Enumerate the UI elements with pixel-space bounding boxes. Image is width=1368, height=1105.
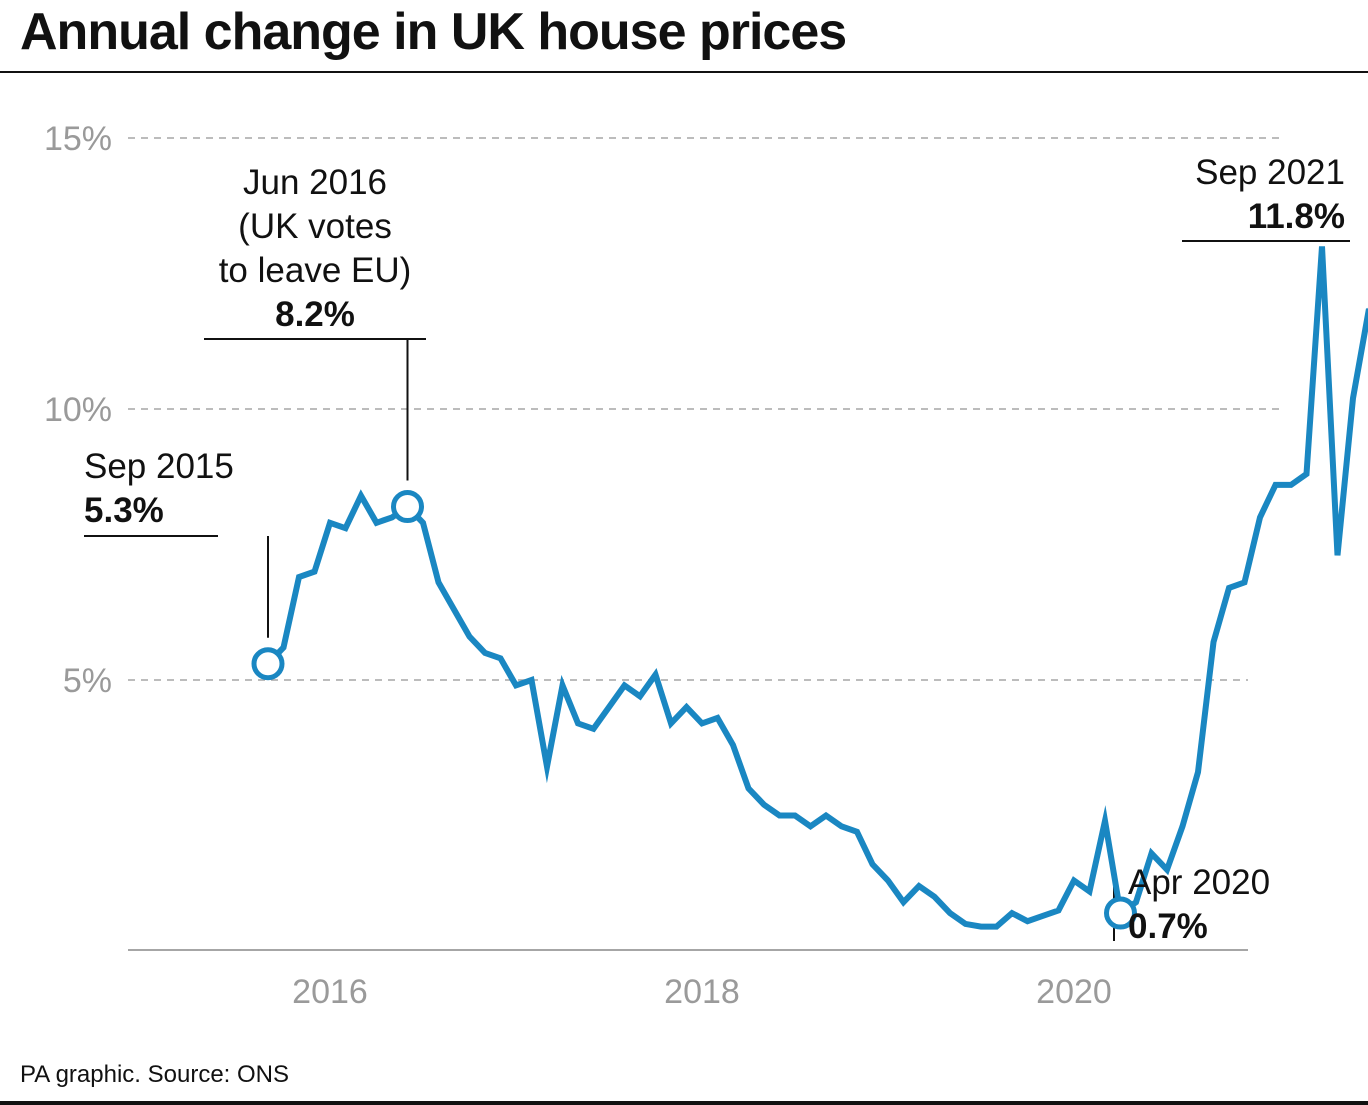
annotation-leaders — [84, 240, 1350, 941]
annotation-apr-2020-date: Apr 2020 — [1128, 863, 1270, 902]
annotation-apr-2020-value: 0.7% — [1128, 907, 1208, 946]
x-tick-label: 2016 — [292, 973, 368, 1011]
series-line — [265, 246, 1368, 930]
marker-apr-2020 — [1104, 896, 1137, 930]
x-tick-label: 2018 — [664, 973, 740, 1011]
line-chart: 5% 10% 15% 2016 2018 2020 Sep 2015 5.3% Jun 2… — [44, 120, 1368, 1011]
annotation-sep-2021-date: Sep 2021 — [1195, 153, 1345, 192]
annotation-jun-2016-note-1: (UK votes — [238, 207, 392, 246]
y-tick-label: 5% — [63, 662, 112, 700]
marker-sep-2015 — [251, 647, 285, 681]
annotation-jun-2016-note-2: to leave EU) — [219, 251, 412, 290]
annotation-sep-2015-value: 5.3% — [84, 491, 164, 530]
annotation-jun-2016-value: 8.2% — [275, 295, 355, 334]
bottom-divider — [0, 1101, 1368, 1105]
annotation-markers — [251, 307, 1368, 930]
marker-jun-2016 — [391, 490, 424, 524]
series-line-layer — [265, 246, 1368, 930]
gridlines — [128, 137, 1282, 951]
y-tick-label: 15% — [44, 120, 112, 158]
y-tick-label: 10% — [44, 391, 112, 429]
x-tick-label: 2020 — [1036, 973, 1112, 1011]
source-credit: PA graphic. Source: ONS — [20, 1061, 290, 1088]
annotation-labels: Sep 2015 5.3% Jun 2016 (UK votes to leav… — [84, 153, 1345, 946]
title-divider — [0, 71, 1368, 73]
annotation-sep-2015-date: Sep 2015 — [84, 447, 234, 486]
annotation-jun-2016-date: Jun 2016 — [243, 163, 387, 202]
chart-title: Annual change in UK house prices — [20, 3, 847, 61]
annotation-sep-2021-value: 11.8% — [1248, 197, 1345, 236]
axis-ticks: 5% 10% 15% 2016 2018 2020 — [44, 120, 1112, 1011]
